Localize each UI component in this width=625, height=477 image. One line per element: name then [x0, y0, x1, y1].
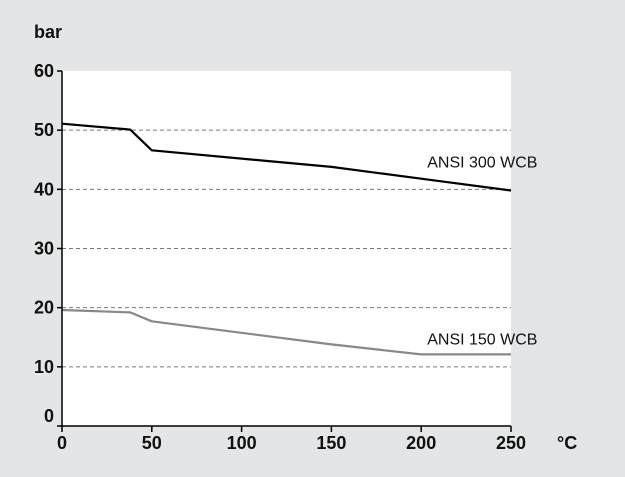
series-line-0 — [61, 122, 512, 192]
y-axis-label: bar — [34, 22, 62, 42]
series-label-0: ANSI 300 WCB — [427, 155, 537, 172]
x-axis-label: °C — [557, 433, 577, 453]
x-tick-label-200: 200 — [406, 433, 436, 453]
axes — [57, 70, 512, 432]
grid-lines — [62, 129, 511, 368]
series-line-1 — [61, 308, 511, 356]
x-tick-label-150: 150 — [316, 433, 346, 453]
x-tick-label-0: 0 — [57, 433, 67, 453]
y-tick-label-60: 60 — [34, 61, 54, 81]
y-tick-label-40: 40 — [34, 179, 54, 199]
labels: 0 10 20 30 40 50 60 0 50 100 150 200 250 bar °C ANSI 30… — [34, 22, 577, 453]
series-label-1: ANSI 150 WCB — [427, 331, 537, 348]
x-tick-label-100: 100 — [227, 433, 257, 453]
series-lines — [61, 122, 512, 356]
y-tick-label-20: 20 — [34, 298, 54, 318]
y-tick-label-10: 10 — [34, 357, 54, 377]
y-tick-label-30: 30 — [34, 239, 54, 259]
y-tick-label-0: 0 — [44, 406, 54, 426]
x-tick-label-250: 250 — [496, 433, 526, 453]
y-tick-label-50: 50 — [34, 120, 54, 140]
x-tick-label-50: 50 — [142, 433, 162, 453]
